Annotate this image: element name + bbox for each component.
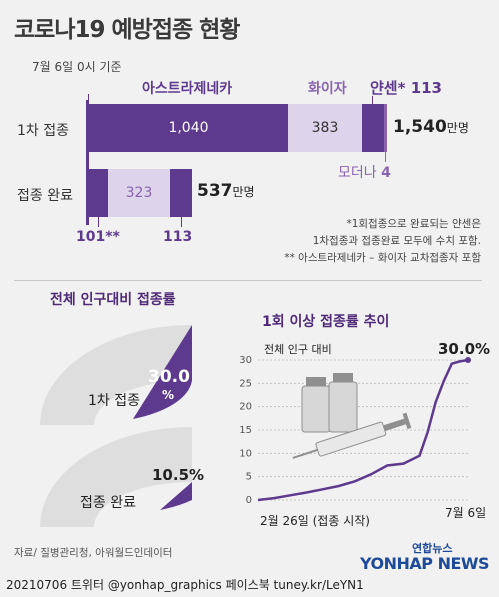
gauge-first-number: 30.0 (148, 367, 190, 387)
gauge-group (40, 325, 192, 527)
trend-y-ticks: 0 5 10 15 20 25 30 (239, 355, 252, 505)
legend-moderna-label: 모더나 (338, 165, 377, 181)
legend-janssen-label: 얀센* (370, 79, 406, 97)
row-label-first: 1차 접종 (17, 123, 69, 139)
bar-first-moderna (384, 104, 387, 152)
bar-first-astrazeneca: 1,040 (89, 104, 288, 152)
trend-y-tick-label: 0 (246, 495, 252, 505)
gauge-first-unit: % (161, 388, 175, 402)
total-complete-value: 537 (197, 181, 233, 201)
legend-moderna-value: 4 (381, 165, 391, 181)
syringe-handle (402, 412, 412, 430)
leader-line-complete-az (98, 217, 99, 227)
trend-x-end-label: 7월 6일 (445, 506, 487, 520)
syringe (292, 412, 412, 459)
gauge-complete-fill (160, 482, 192, 510)
trend-end-annotation: 30.0% (438, 340, 491, 358)
page-title: 코로나19 예방접종 현황 (14, 17, 240, 43)
gauge-first-value: 30.0 % (148, 367, 190, 404)
label-complete-janssen: 113 (163, 229, 193, 245)
leader-line-janssen (372, 96, 373, 104)
vial-cap-2 (333, 373, 353, 382)
gauge-complete-value: 10.5% (152, 466, 205, 484)
leader-line-complete-janssen (181, 217, 182, 227)
trend-y-tick-label: 25 (239, 378, 252, 389)
vial-2 (328, 381, 358, 433)
gauge-first-fill (133, 325, 192, 419)
total-first-unit: 만명 (446, 121, 469, 135)
gauge-first-label: 1차 접종 (88, 393, 140, 409)
total-first-value: 1,540 (393, 117, 447, 137)
bar-axis (86, 100, 89, 225)
trend-end-point (465, 357, 471, 363)
logo-big: YONHAP NEWS (360, 554, 490, 573)
footnotes: *1회접종으로 완료되는 얀센은 1차접종과 접종완료 모두에 수치 포함. *… (284, 216, 481, 267)
legend-moderna: 모더나 4 (338, 162, 391, 182)
vaccine-illustration (292, 373, 412, 459)
vial-1 (301, 385, 331, 433)
bar-first-janssen (362, 104, 384, 152)
footnote-3: ** 아스트라제네카 – 화이자 교차접종자 포함 (284, 252, 481, 264)
trend-y-tick-label: 30 (239, 355, 252, 366)
gauge-first-track (40, 325, 192, 425)
footnote-2: 1차접종과 접종완료 모두에 수치 포함. (312, 235, 481, 247)
bar-complete-janssen (170, 169, 192, 217)
legend-astrazeneca: 아스트라제네카 (142, 81, 233, 97)
bar-first-pfizer-label: 383 (311, 120, 339, 136)
total-complete: 537만명 (197, 181, 255, 201)
trend-y-tick-label: 10 (239, 448, 252, 459)
legend-pfizer: 화이자 (308, 81, 347, 97)
trend-y-tick-label: 5 (246, 472, 252, 483)
footnote-1: *1회접종으로 완료되는 얀센은 (346, 218, 481, 230)
label-complete-astrazeneca: 101** (76, 229, 120, 245)
row-label-complete: 접종 완료 (17, 188, 73, 204)
trend-ylabel: 전체 인구 대비 (264, 343, 332, 356)
trend-y-tick-label: 20 (239, 402, 252, 413)
bar-complete-astrazeneca (89, 169, 108, 217)
syringe-needle (292, 448, 318, 459)
trend-chart: 0 5 10 15 20 25 30 (239, 355, 471, 505)
section-divider (14, 280, 482, 281)
footer-credit: 20210706 트위터 @yonhap_graphics 페이스북 tuney… (6, 578, 364, 592)
logo-small: 연합뉴스 (412, 542, 453, 555)
vial-cap-1 (306, 377, 326, 386)
gauge-complete-track (40, 427, 192, 527)
trend-x-start-label: 2월 26일 (접종 시작) (260, 514, 370, 528)
trend-section-title: 1회 이상 접종률 추이 (262, 314, 390, 330)
bar-first-pfizer: 383 (288, 104, 362, 152)
gauge-complete-label: 접종 완료 (80, 495, 136, 511)
legend-janssen: 얀센* 113 (370, 77, 442, 98)
source-credit: 자료/ 질병관리청, 아워월드인데이터 (14, 547, 173, 559)
syringe-plunger (383, 418, 406, 432)
bar-first-astrazeneca-label: 1,040 (168, 120, 209, 136)
leader-line-moderna (385, 152, 386, 162)
bar-complete-pfizer-label: 323 (125, 185, 153, 201)
total-complete-unit: 만명 (232, 185, 255, 199)
rate-section-title: 전체 인구대비 접종률 (50, 292, 176, 308)
legend-janssen-value: 113 (410, 79, 442, 97)
leader-line-az (88, 94, 89, 104)
total-first: 1,540만명 (393, 117, 469, 137)
reference-date: 7월 6일 0시 기준 (32, 60, 122, 74)
trend-y-tick-label: 15 (239, 425, 252, 436)
trend-series-line (257, 358, 469, 502)
bar-complete-pfizer: 323 (108, 169, 170, 217)
